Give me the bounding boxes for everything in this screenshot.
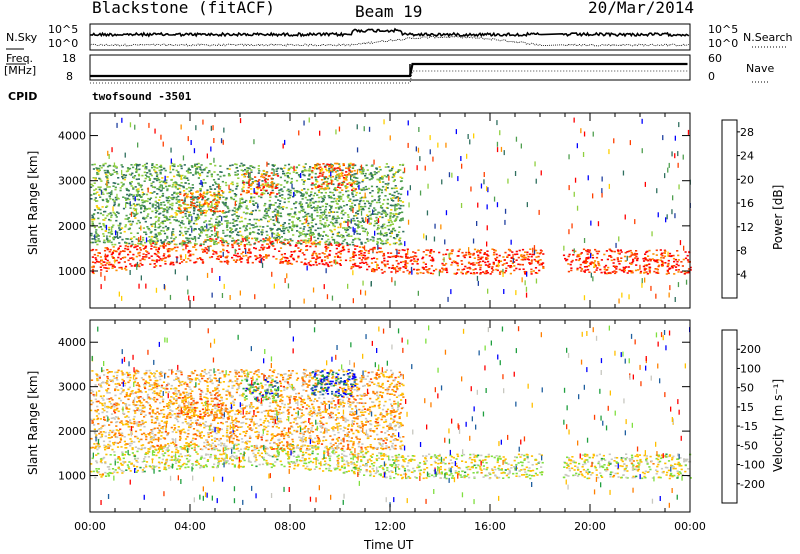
x-tick-label: 20:00	[574, 520, 606, 533]
nave-tick-top: 60	[708, 52, 722, 65]
noise-tick-bottom-right: 10^0	[708, 37, 739, 50]
rti-panel-0	[89, 112, 692, 309]
nsky-trace	[89, 27, 690, 38]
colorbar-frame	[721, 329, 738, 504]
nsearch-trace	[89, 35, 689, 47]
y-tick-label: 2000	[58, 425, 86, 438]
colorbar-tick-label: 12	[740, 221, 754, 234]
panel-bg	[90, 320, 690, 512]
nsearch-label: N.Search	[743, 31, 793, 44]
nave-trace	[90, 70, 688, 84]
station-title: Blackstone (fitACF)	[92, 0, 276, 17]
noise-panel	[6, 23, 788, 51]
x-axis-label: Time UT	[364, 538, 414, 552]
colorbar-tick-label: 100	[740, 362, 761, 375]
noise-tick-bottom: 10^0	[48, 37, 79, 50]
nave-label: Nave	[746, 62, 775, 75]
x-tick-label: 00:00	[74, 520, 106, 533]
colorbar-tick-label: 28	[740, 126, 754, 139]
freq-frame	[89, 54, 691, 81]
velocity-colorbar-label: Velocity [m s⁻¹]	[771, 378, 785, 472]
y-tick-label: 1000	[58, 265, 86, 278]
y-tick-label: 3000	[58, 175, 86, 188]
x-tick-label: 08:00	[274, 520, 306, 533]
colorbar-tick-label: 8	[740, 245, 747, 258]
noise-frame	[89, 23, 691, 51]
y-tick-label: 1000	[58, 470, 86, 483]
power-colorbar-label: Power [dB]	[771, 184, 785, 250]
date-label: 20/Mar/2014	[588, 0, 694, 17]
echo-cells	[90, 117, 692, 304]
noise-tick-top: 10^5	[48, 23, 79, 36]
colorbar-tick-label: -200	[740, 478, 765, 491]
nave-tick-bottom: 0	[708, 70, 715, 83]
x-tick-label: 00:00	[674, 520, 706, 533]
colorbar-tick-label: 15	[740, 401, 754, 414]
nsky-label: N.Sky	[6, 31, 38, 44]
velocity-panel-ylabel: Slant Range [km]	[26, 370, 40, 475]
y-tick-label: 4000	[58, 336, 86, 349]
freq-trace	[90, 62, 688, 78]
colorbar-tick-label: 4	[740, 268, 747, 281]
beam-label: Beam 19	[355, 2, 423, 21]
echo-cells	[90, 325, 692, 508]
colorbar-frame	[721, 119, 738, 299]
y-tick-label: 4000	[58, 130, 86, 143]
colorbar-tick-label: 50	[740, 382, 754, 395]
colorbar-0	[721, 119, 740, 299]
colorbar-tick-label: -100	[740, 459, 765, 472]
power-panel-ylabel: Slant Range [km]	[26, 150, 40, 255]
x-tick-label: 04:00	[174, 520, 206, 533]
rti-panel-1	[89, 319, 692, 513]
cpid-value: twofsound -3501	[92, 90, 192, 103]
y-tick-label: 3000	[58, 381, 86, 394]
colorbar-tick-label: -50	[740, 439, 758, 452]
colorbar-1	[721, 329, 740, 504]
freq-label-top: Freq.	[6, 52, 34, 65]
freq-tick-top: 18	[62, 52, 76, 65]
freq-panel	[6, 54, 770, 84]
y-tick-label: 2000	[58, 220, 86, 233]
colorbar-tick-label: 16	[740, 197, 754, 210]
freq-label-bottom: [MHz]	[4, 64, 37, 77]
colorbar-tick-label: 200	[740, 343, 761, 356]
x-tick-label: 12:00	[374, 520, 406, 533]
cpid-label: CPID	[8, 90, 38, 103]
freq-tick-bottom: 8	[66, 70, 73, 83]
colorbar-tick-label: 24	[740, 150, 754, 163]
noise-tick-top-right: 10^5	[708, 23, 739, 36]
colorbar-tick-label: -15	[740, 420, 758, 433]
panel-bg	[90, 113, 690, 308]
colorbar-tick-label: 20	[740, 173, 754, 186]
x-tick-label: 16:00	[474, 520, 506, 533]
